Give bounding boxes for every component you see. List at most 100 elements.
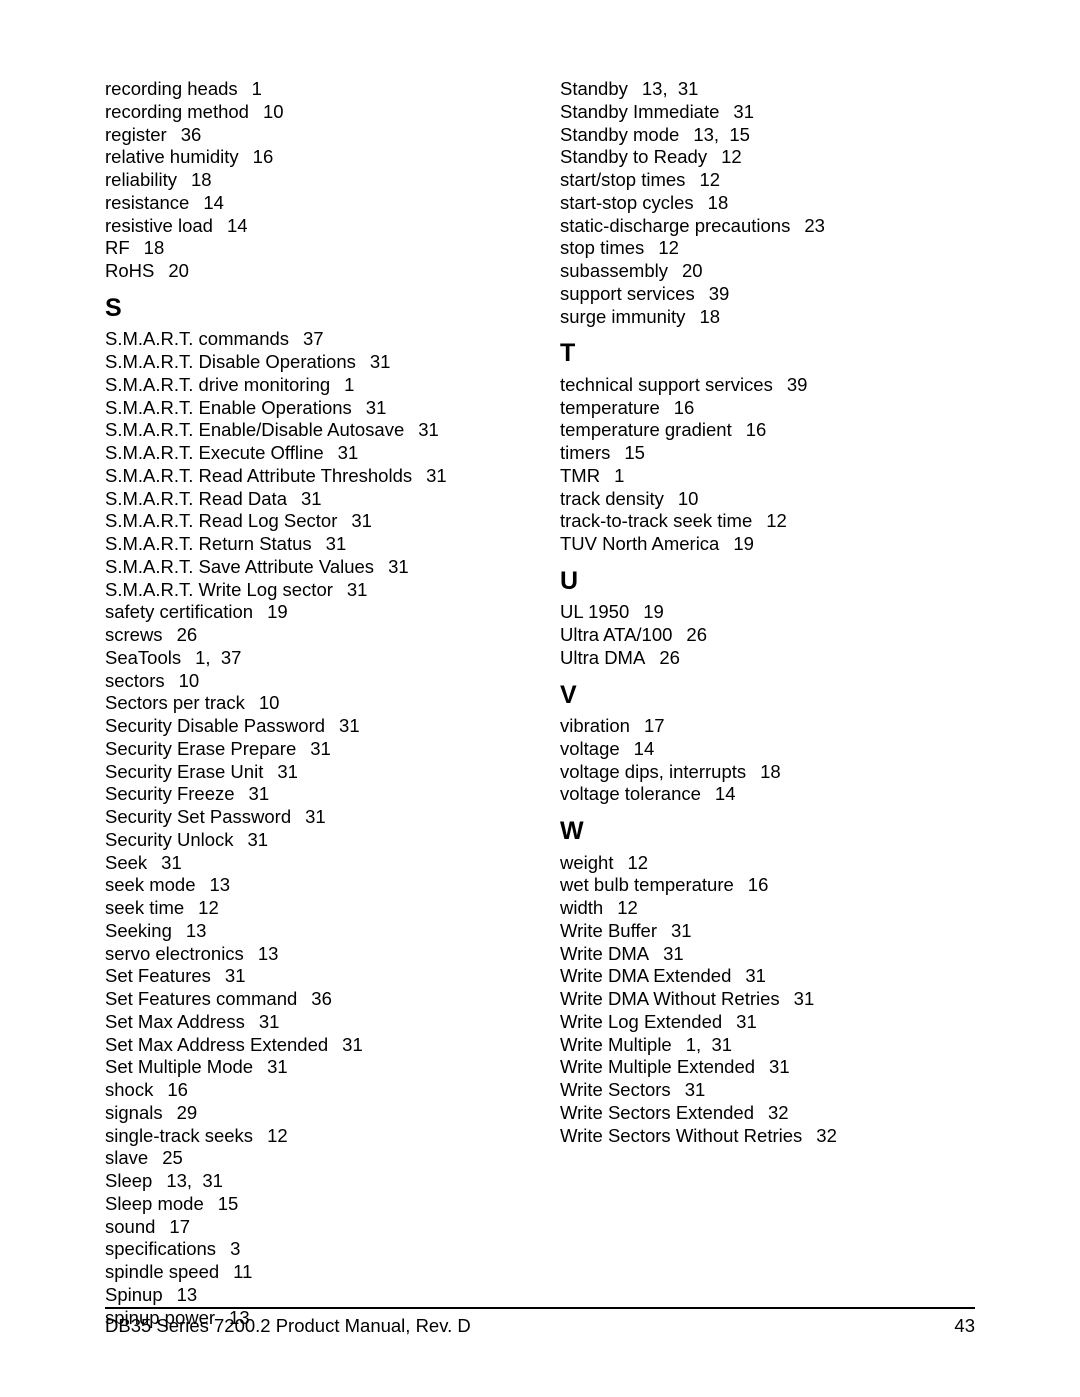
index-entry: S.M.A.R.T. Execute Offline31	[105, 442, 520, 465]
index-entry: wet bulb temperature16	[560, 874, 975, 897]
index-term: Security Disable Password	[105, 715, 325, 736]
index-column-left: recording heads1recording method10regist…	[105, 78, 520, 1308]
index-entry: Write Multiple Extended31	[560, 1056, 975, 1079]
index-entry: Standby to Ready12	[560, 146, 975, 169]
index-page-ref: 1	[614, 465, 624, 486]
index-term: track density	[560, 488, 664, 509]
index-entry: start-stop cycles18	[560, 192, 975, 215]
index-entry: Security Erase Prepare31	[105, 738, 520, 761]
index-term: resistance	[105, 192, 189, 213]
index-term: Security Erase Prepare	[105, 738, 296, 759]
index-page-ref: 31	[248, 829, 269, 850]
index-entry: Write Buffer31	[560, 920, 975, 943]
index-term: support services	[560, 283, 695, 304]
index-entry: S.M.A.R.T. Read Data31	[105, 488, 520, 511]
index-term: reliability	[105, 169, 177, 190]
index-term: S.M.A.R.T. Enable/Disable Autosave	[105, 419, 404, 440]
page-separator: ,	[662, 78, 677, 99]
index-entry: UL 195019	[560, 601, 975, 624]
index-entry: Standby Immediate 31	[560, 101, 975, 124]
index-page-ref: 15	[624, 442, 645, 463]
index-page-ref: 12	[766, 510, 787, 531]
index-entry: vibration17	[560, 715, 975, 738]
index-term: temperature	[560, 397, 660, 418]
index-page-ref: 36	[311, 988, 332, 1009]
index-page-ref: 16	[253, 146, 274, 167]
index-term: Sleep	[105, 1170, 152, 1191]
index-page-ref: 31	[663, 943, 684, 964]
index-section-heading: T	[560, 340, 975, 368]
index-term: S.M.A.R.T. commands	[105, 328, 289, 349]
index-term: Seeking	[105, 920, 172, 941]
index-entry: Set Features31	[105, 965, 520, 988]
index-page-ref: 17	[169, 1216, 190, 1237]
index-term: Security Set Password	[105, 806, 291, 827]
index-entry: recording method10	[105, 101, 520, 124]
index-term: seek mode	[105, 874, 196, 895]
index-page-ref: 12	[658, 237, 679, 258]
index-page-ref: 26	[177, 624, 198, 645]
index-term: S.M.A.R.T. drive monitoring	[105, 374, 330, 395]
index-entry: Security Set Password31	[105, 806, 520, 829]
index-term: Spinup	[105, 1284, 163, 1305]
index-page-ref: 12	[627, 852, 648, 873]
index-term: specifications	[105, 1238, 216, 1259]
index-page-ref: 19	[643, 601, 664, 622]
index-entry: resistive load14	[105, 215, 520, 238]
index-term: SeaTools	[105, 647, 181, 668]
index-page-ref: 13	[258, 943, 279, 964]
index-page-ref: 26	[686, 624, 707, 645]
index-entry: S.M.A.R.T. Enable Operations31	[105, 397, 520, 420]
index-term: sound	[105, 1216, 155, 1237]
index-page-ref: 13	[166, 1170, 187, 1191]
footer-row: DB35 Series 7200.2 Product Manual, Rev. …	[105, 1315, 975, 1337]
index-entry: screws26	[105, 624, 520, 647]
index-term: relative humidity	[105, 146, 239, 167]
index-page-ref: 25	[162, 1147, 183, 1168]
index-page-ref: 12	[617, 897, 638, 918]
index-page-ref: 12	[198, 897, 219, 918]
index-page-ref: 32	[816, 1125, 837, 1146]
index-page-ref: 10	[259, 692, 280, 713]
index-term: shock	[105, 1079, 153, 1100]
index-page-ref: 39	[709, 283, 730, 304]
index-page-ref: 13	[177, 1284, 198, 1305]
index-term: safety certification	[105, 601, 253, 622]
index-page-ref: 31	[388, 556, 409, 577]
index-page-ref: 17	[644, 715, 665, 736]
footer-rule	[105, 1307, 975, 1309]
index-term: S.M.A.R.T. Read Attribute Thresholds	[105, 465, 412, 486]
index-entry: spindle speed11	[105, 1261, 520, 1284]
index-term: Ultra ATA/100	[560, 624, 672, 645]
index-term: Security Erase Unit	[105, 761, 263, 782]
index-entry: reliability18	[105, 169, 520, 192]
page-separator: ,	[205, 647, 220, 668]
index-page-ref: 31	[202, 1170, 223, 1191]
index-term: Write Sectors Without Retries	[560, 1125, 802, 1146]
index-entry: recording heads1	[105, 78, 520, 101]
index-page-ref: 12	[721, 146, 742, 167]
index-page-ref: 31	[733, 101, 754, 122]
index-term: Standby Immediate	[560, 101, 719, 122]
index-entry: seek mode13	[105, 874, 520, 897]
index-entry: Write Sectors Without Retries 32	[560, 1125, 975, 1148]
index-term: RoHS	[105, 260, 154, 281]
index-page-ref: 31	[277, 761, 298, 782]
index-page-ref: 31	[267, 1056, 288, 1077]
index-page-ref: 31	[338, 442, 359, 463]
index-entry: voltage tolerance14	[560, 783, 975, 806]
index-entry: Seeking13	[105, 920, 520, 943]
index-term: recording heads	[105, 78, 238, 99]
index-term: temperature gradient	[560, 419, 732, 440]
index-page-ref: 31	[711, 1034, 732, 1055]
index-page-ref: 31	[225, 965, 246, 986]
index-entry: Write Multiple1, 31	[560, 1034, 975, 1057]
index-entry: voltage dips, interrupts18	[560, 761, 975, 784]
index-term: weight	[560, 852, 613, 873]
index-entry: Standby mode13, 15	[560, 124, 975, 147]
index-page-ref: 31	[326, 533, 347, 554]
index-entry: start/stop times12	[560, 169, 975, 192]
index-entry: Write Sectors Extended32	[560, 1102, 975, 1125]
index-section-heading: W	[560, 818, 975, 846]
index-entry: S.M.A.R.T. drive monitoring1	[105, 374, 520, 397]
